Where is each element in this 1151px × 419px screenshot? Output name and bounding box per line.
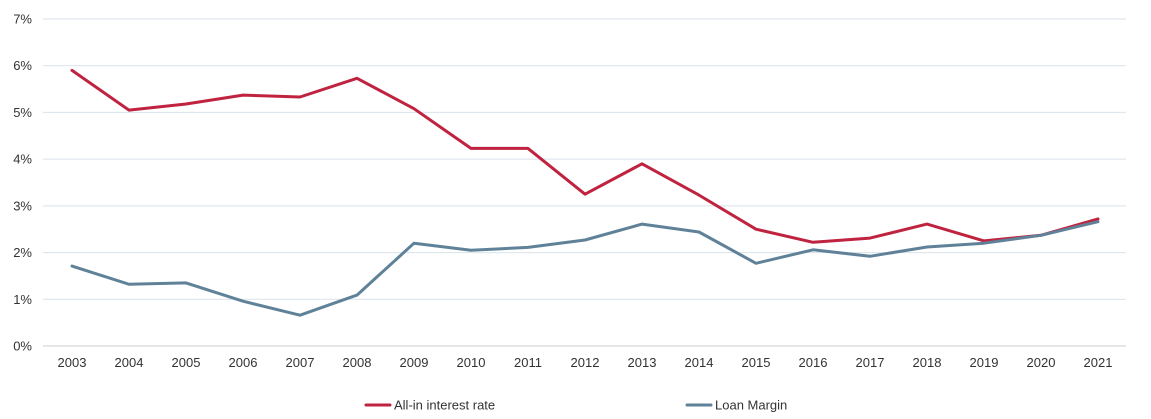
y-tick-label: 4%	[13, 152, 32, 167]
legend-label: All-in interest rate	[394, 398, 495, 413]
x-tick-label: 2012	[571, 355, 600, 370]
x-tick-label: 2014	[685, 355, 714, 370]
x-tick-label: 2009	[400, 355, 429, 370]
y-tick-label: 5%	[13, 105, 32, 120]
x-tick-label: 2015	[742, 355, 771, 370]
y-tick-label: 7%	[13, 12, 32, 27]
x-tick-label: 2016	[799, 355, 828, 370]
y-tick-label: 3%	[13, 198, 32, 213]
x-tick-label: 2013	[628, 355, 657, 370]
y-tick-label: 1%	[13, 292, 32, 307]
x-tick-label: 2008	[343, 355, 372, 370]
series-line-all-in-interest-rate	[70, 68, 1100, 244]
x-tick-label: 2019	[970, 355, 999, 370]
x-tick-label: 2004	[115, 355, 144, 370]
x-tick-label: 2017	[856, 355, 885, 370]
y-tick-label: 6%	[13, 58, 32, 73]
x-tick-label: 2010	[457, 355, 486, 370]
y-tick-label: 2%	[13, 245, 32, 260]
series-line-loan-margin	[70, 220, 1100, 317]
series-lines	[70, 68, 1100, 317]
x-tick-label: 2003	[58, 355, 87, 370]
x-tick-label: 2021	[1084, 355, 1113, 370]
legend: All-in interest rate Loan Margin	[364, 398, 787, 413]
x-tick-label: 2005	[172, 355, 201, 370]
y-tick-label: 0%	[13, 339, 32, 354]
x-tick-label: 2020	[1027, 355, 1056, 370]
legend-label: Loan Margin	[715, 398, 787, 413]
x-tick-label: 2011	[514, 355, 542, 370]
gridlines	[43, 18, 1126, 347]
x-tick-label: 2018	[913, 355, 942, 370]
x-tick-label: 2006	[229, 355, 258, 370]
y-axis: 0% 1% 2% 3% 4% 5% 6% 7%	[13, 12, 32, 354]
x-axis: 2003 2004 2005 2006 2007 2008 2009 2010 2011 2012…	[58, 355, 1113, 370]
x-tick-label: 2007	[286, 355, 315, 370]
